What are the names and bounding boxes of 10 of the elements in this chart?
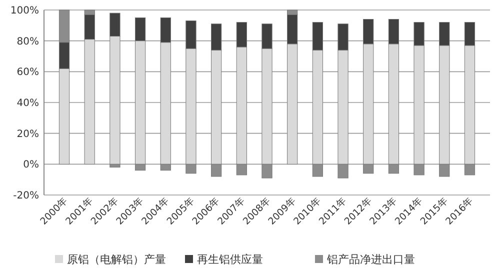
legend-label: 再生铝供应量: [197, 253, 263, 266]
y-tick-label: 0%: [23, 160, 39, 171]
y-tick-label: 20%: [16, 128, 39, 140]
y-tick-label: -20%: [13, 190, 39, 202]
y-tick-label: 40%: [16, 98, 39, 109]
legend-label: 铝产品净进出口量: [326, 253, 415, 266]
y-tick-label: 60%: [16, 67, 39, 78]
y-tick-label: 100%: [10, 6, 39, 16]
legend-label: 原铝（电解铝）产量: [67, 253, 166, 266]
y-tick-label: 80%: [16, 36, 39, 48]
